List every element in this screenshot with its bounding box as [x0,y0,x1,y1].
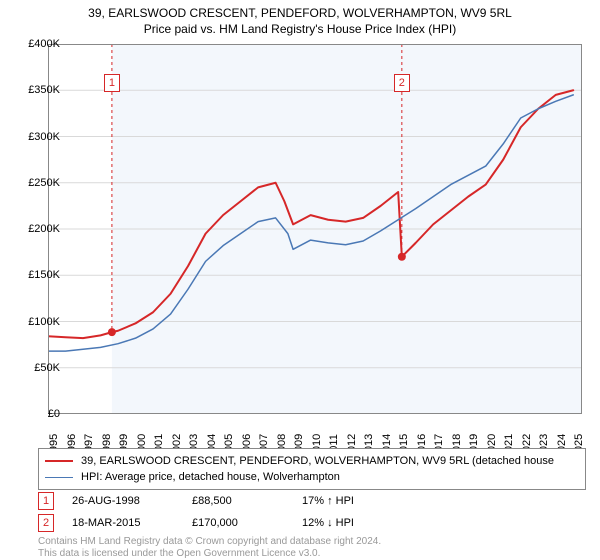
footer-line1: Contains HM Land Registry data © Crown c… [38,536,381,548]
legend-swatch [45,460,73,462]
footer-line2: This data is licensed under the Open Gov… [38,548,381,560]
marker-badge: 2 [38,514,54,532]
y-tick-label: £200K [28,223,60,235]
marker-delta: 12% ↓ HPI [302,517,354,529]
y-tick-label: £250K [28,177,60,189]
legend-row: HPI: Average price, detached house, Wolv… [45,469,579,485]
legend-swatch [45,477,73,478]
marker-delta: 17% ↑ HPI [302,495,354,507]
chart-title-line1: 39, EARLSWOOD CRESCENT, PENDEFORD, WOLVE… [0,0,600,20]
y-tick-label: £50K [34,362,60,374]
chart-plot-area [48,44,582,414]
y-tick-label: £0 [48,408,60,420]
marker-price: £88,500 [192,495,302,507]
marker-annotation: 2 [394,74,410,92]
y-tick-label: £300K [28,131,60,143]
marker-info-row: 2 18-MAR-2015 £170,000 12% ↓ HPI [38,514,354,532]
y-tick-label: £100K [28,316,60,328]
marker-annotation: 1 [104,74,120,92]
y-tick-label: £400K [28,38,60,50]
legend-row: 39, EARLSWOOD CRESCENT, PENDEFORD, WOLVE… [45,453,579,469]
y-tick-label: £150K [28,269,60,281]
legend-label: 39, EARLSWOOD CRESCENT, PENDEFORD, WOLVE… [81,455,554,467]
marker-date: 26-AUG-1998 [72,495,192,507]
marker-date: 18-MAR-2015 [72,517,192,529]
chart-svg [48,44,582,414]
y-tick-label: £350K [28,84,60,96]
chart-title-line2: Price paid vs. HM Land Registry's House … [0,20,600,36]
marker-price: £170,000 [192,517,302,529]
marker-badge: 1 [38,492,54,510]
chart-container: 39, EARLSWOOD CRESCENT, PENDEFORD, WOLVE… [0,0,600,560]
legend: 39, EARLSWOOD CRESCENT, PENDEFORD, WOLVE… [38,448,586,490]
footer-attribution: Contains HM Land Registry data © Crown c… [38,536,381,560]
legend-label: HPI: Average price, detached house, Wolv… [81,471,340,483]
marker-info-row: 1 26-AUG-1998 £88,500 17% ↑ HPI [38,492,354,510]
